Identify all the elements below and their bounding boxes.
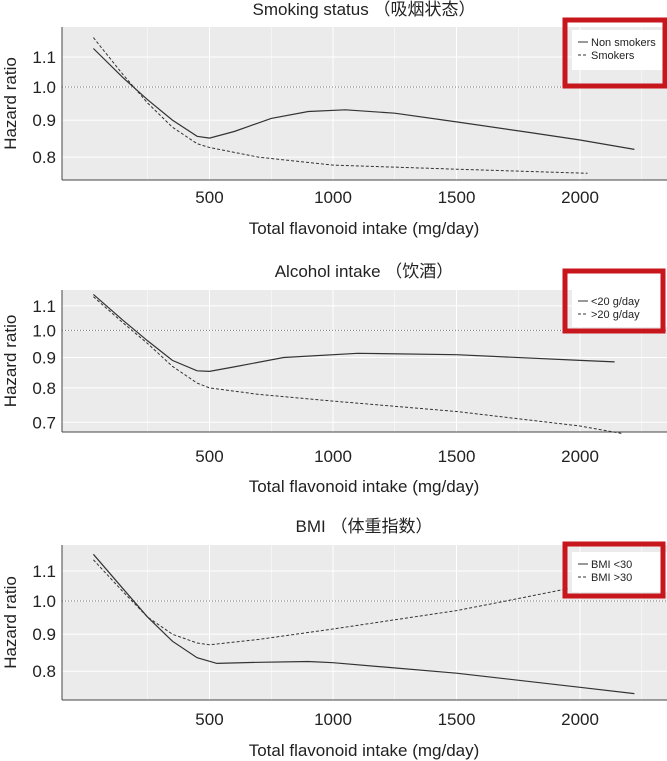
x-tick-label: 1500 [438, 447, 476, 466]
legend-background [572, 30, 667, 70]
y-tick-label: 0.8 [32, 662, 56, 681]
series-line-1 [93, 293, 615, 373]
legend-label: <20 g/day [591, 296, 640, 308]
legend-background [572, 552, 667, 592]
series-line-2 [93, 559, 568, 646]
legend-label: BMI <30 [591, 559, 632, 571]
legend-background [572, 289, 667, 327]
chart-panel-3: 500 1000 1500 2000 0.8 0.9 1.0 1.1 BMI （体重指数） Tot… [1, 517, 667, 760]
y-tick-label: 1.0 [32, 78, 56, 97]
chart-title: Alcohol intake （饮酒） [275, 262, 454, 281]
x-tick-label: 1500 [438, 188, 476, 207]
y-tick-label: 1.1 [32, 297, 56, 316]
y-tick-label: 0.9 [32, 111, 56, 130]
y-axis-label: Hazard ratio [1, 576, 20, 669]
y-axis-label: Hazard ratio [1, 57, 20, 150]
x-tick-label: 2000 [561, 710, 599, 729]
x-tick-label: 1500 [438, 710, 476, 729]
x-tick-label: 1000 [314, 188, 352, 207]
x-tick-label: 500 [195, 447, 223, 466]
x-axis-label: Total flavonoid intake (mg/day) [249, 219, 480, 238]
y-tick-label: 0.7 [32, 413, 56, 432]
highlight-box [562, 541, 666, 599]
x-tick-label: 2000 [561, 447, 599, 466]
y-tick-label: 1.0 [32, 321, 56, 340]
x-tick-label: 500 [195, 710, 223, 729]
y-tick-label: 1.0 [32, 592, 56, 611]
y-tick-label: 0.9 [32, 349, 56, 368]
series-line-1 [92, 48, 635, 150]
chart-title: BMI （体重指数） [296, 517, 433, 536]
highlight-box [562, 17, 667, 89]
x-tick-label: 1000 [314, 447, 352, 466]
legend: <20 g/day>20 g/day [572, 289, 667, 327]
y-tick-label: 0.9 [32, 625, 56, 644]
legend-label: >20 g/day [591, 309, 640, 321]
series-line-2 [93, 37, 588, 174]
highlight-box [562, 268, 666, 334]
y-tick-label: 1.1 [32, 48, 56, 67]
x-tick-label: 2000 [561, 188, 599, 207]
x-tick-label: 1000 [314, 710, 352, 729]
chart-panel-2: 500 1000 1500 2000 0.7 0.8 0.9 1.0 1.1 Alcohol in… [1, 262, 667, 496]
y-tick-label: 0.8 [32, 379, 56, 398]
x-axis-label: Total flavonoid intake (mg/day) [249, 741, 480, 760]
legend-label: BMI >30 [591, 572, 632, 584]
legend-label: Smokers [591, 50, 635, 62]
y-tick-label: 1.1 [32, 562, 56, 581]
x-tick-label: 500 [195, 188, 223, 207]
y-tick-label: 0.8 [32, 148, 56, 167]
chart-panel-1: 500 1000 1500 2000 0.8 0.9 1.0 1.1 Smoking statu… [1, 0, 667, 238]
chart-title: Smoking status （吸烟状态） [253, 0, 476, 19]
x-axis-label: Total flavonoid intake (mg/day) [249, 477, 480, 496]
y-axis-label: Hazard ratio [1, 315, 20, 408]
series-line-2 [93, 296, 623, 434]
legend-label: Non smokers [591, 37, 656, 49]
